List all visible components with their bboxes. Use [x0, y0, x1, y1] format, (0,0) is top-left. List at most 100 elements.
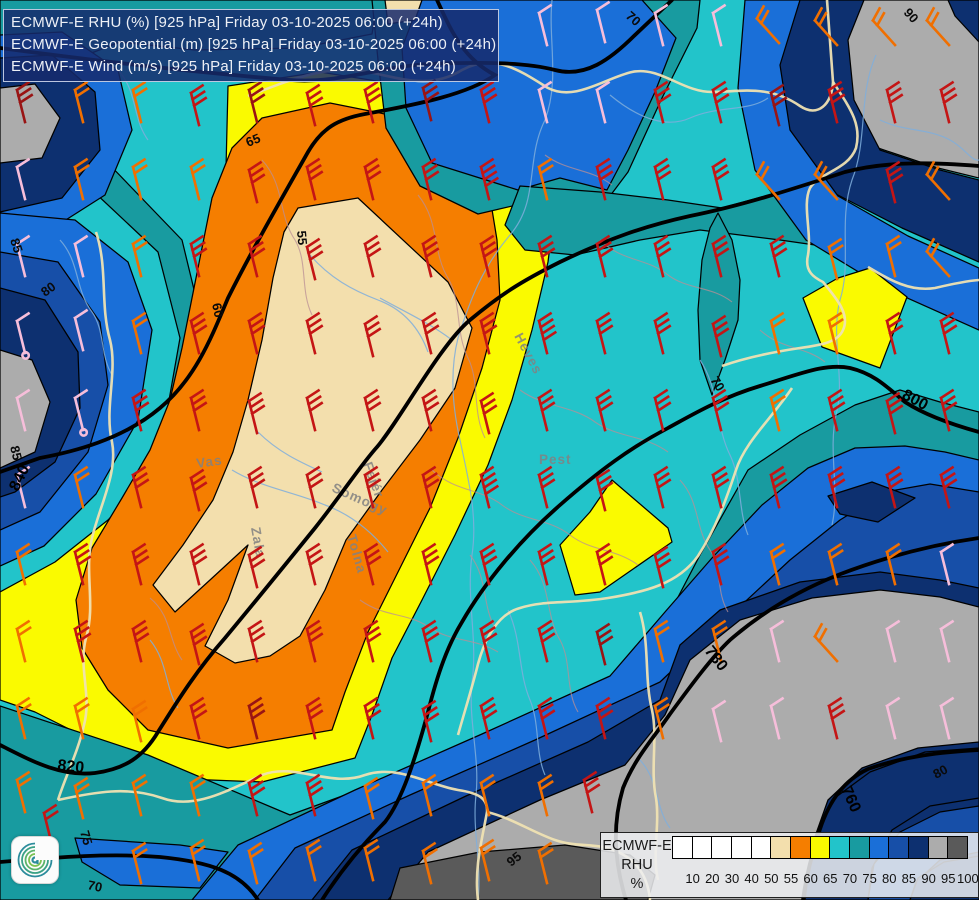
- wind-barb-glyph: [305, 311, 324, 355]
- wind-barb-glyph: [305, 83, 324, 127]
- wind-barb: [421, 78, 440, 122]
- wind-barb-glyph: [363, 838, 380, 882]
- wind-barb-glyph: [305, 696, 324, 740]
- wind-barb-glyph: [305, 838, 322, 882]
- wind-barb-glyph: [131, 157, 148, 201]
- wind-barb-glyph: [537, 3, 553, 47]
- wind-barb: [595, 696, 614, 740]
- wind-barb-glyph: [189, 311, 208, 355]
- wind-barb: [421, 773, 438, 817]
- wind-barb-glyph: [755, 4, 781, 45]
- wind-barb: [189, 542, 208, 586]
- admin-border: [359, 599, 499, 653]
- wind-barb: [73, 776, 90, 820]
- rhu-contour-label: 80: [38, 279, 59, 300]
- wind-barb: [247, 773, 266, 817]
- rhu-color-legend: ECMWF-E RHU % 10 20 30 40 50 55 60 65 70 75 80 85 90…: [600, 832, 979, 898]
- wind-barb: [595, 388, 614, 432]
- wind-barb: [421, 311, 440, 355]
- wind-barb: [479, 157, 500, 201]
- wind-barb: [711, 3, 727, 47]
- legend-label: ECMWF-E RHU %: [601, 833, 673, 899]
- wind-barb: [247, 311, 266, 355]
- wind-barb-glyph: [189, 468, 208, 512]
- wind-barb: [73, 388, 89, 437]
- wind-barb-glyph: [189, 773, 206, 817]
- wind-barb-glyph: [73, 157, 90, 201]
- wind-barb: [939, 388, 958, 432]
- admin-border: [759, 329, 826, 363]
- wind-barb-glyph: [421, 619, 440, 663]
- wind-barbs-layer: [15, 0, 958, 885]
- wind-barb: [813, 6, 839, 47]
- wind-barb: [537, 234, 556, 278]
- wind-barb-glyph: [73, 80, 90, 124]
- wind-barb: [595, 157, 614, 201]
- legend-swatch-cyan: [829, 836, 850, 859]
- wind-barb: [305, 838, 322, 882]
- wind-barb: [247, 160, 266, 204]
- legend-model: ECMWF-E: [602, 838, 672, 854]
- legend-tick-value: 60: [803, 871, 818, 886]
- wind-barb-glyph: [827, 696, 846, 740]
- wind-barb-glyph: [421, 311, 440, 355]
- wind-barb: [305, 542, 324, 586]
- wind-barb-glyph: [595, 622, 614, 666]
- wind-barb-glyph: [479, 465, 500, 509]
- wind-barb: [305, 465, 324, 509]
- wind-barb: [827, 542, 844, 586]
- wind-barb: [15, 770, 32, 814]
- legend-swatch-lgray: [927, 836, 949, 859]
- wind-barb: [73, 542, 92, 586]
- wind-barb-glyph: [421, 78, 440, 122]
- legend-unit: %: [630, 876, 644, 892]
- wind-barb-glyph: [131, 773, 148, 817]
- wind-barb: [421, 619, 440, 663]
- wind-barb-glyph: [131, 841, 148, 885]
- wind-barb: [813, 622, 839, 663]
- wind-barb: [885, 619, 901, 663]
- wind-barb-glyph: [925, 160, 951, 201]
- wind-barb: [131, 841, 148, 885]
- legend-swatch-white: [730, 836, 752, 859]
- wind-barb-glyph: [595, 157, 614, 201]
- wind-barb-glyph: [131, 311, 148, 355]
- wind-barb: [885, 465, 904, 509]
- wind-barb: [711, 542, 730, 586]
- wind-barb: [595, 234, 614, 278]
- wind-barb: [189, 773, 206, 817]
- admin-border: [599, 239, 733, 303]
- wind-barb-glyph: [247, 465, 266, 509]
- wind-barb-glyph: [653, 157, 672, 201]
- wind-barb: [537, 465, 556, 509]
- wind-barb-glyph: [769, 465, 788, 509]
- legend-tick-value: 10: [685, 871, 700, 886]
- wind-barb-glyph: [769, 542, 786, 586]
- wind-barb: [653, 388, 672, 432]
- legend-parameter: RHU: [621, 857, 653, 873]
- legend-tick-value: 100: [957, 871, 979, 886]
- wind-barb: [421, 699, 440, 743]
- wind-barb-glyph: [885, 696, 901, 740]
- wind-barb: [363, 776, 380, 820]
- title-line-geopotential: ECMWF-E Geopotential (m) [925 hPa] Frida…: [11, 36, 497, 53]
- wind-barb: [131, 311, 148, 355]
- wind-barb: [131, 619, 150, 663]
- wind-barb: [421, 157, 440, 201]
- wind-barb: [537, 773, 554, 817]
- wind-barb: [925, 237, 951, 278]
- wind-barb: [15, 234, 31, 278]
- wind-barb-glyph: [131, 465, 150, 509]
- wind-barb-glyph: [885, 80, 904, 124]
- wind-barb-glyph: [421, 542, 440, 586]
- wind-barb: [479, 234, 498, 278]
- wind-barb: [247, 391, 266, 435]
- wind-barb-glyph: [363, 776, 380, 820]
- wind-barb-glyph: [421, 157, 440, 201]
- wind-barb-glyph: [247, 545, 266, 589]
- wind-barb: [537, 3, 553, 47]
- wind-barb-glyph: [595, 696, 614, 740]
- wind-barb: [939, 542, 955, 586]
- wind-barb: [827, 80, 846, 124]
